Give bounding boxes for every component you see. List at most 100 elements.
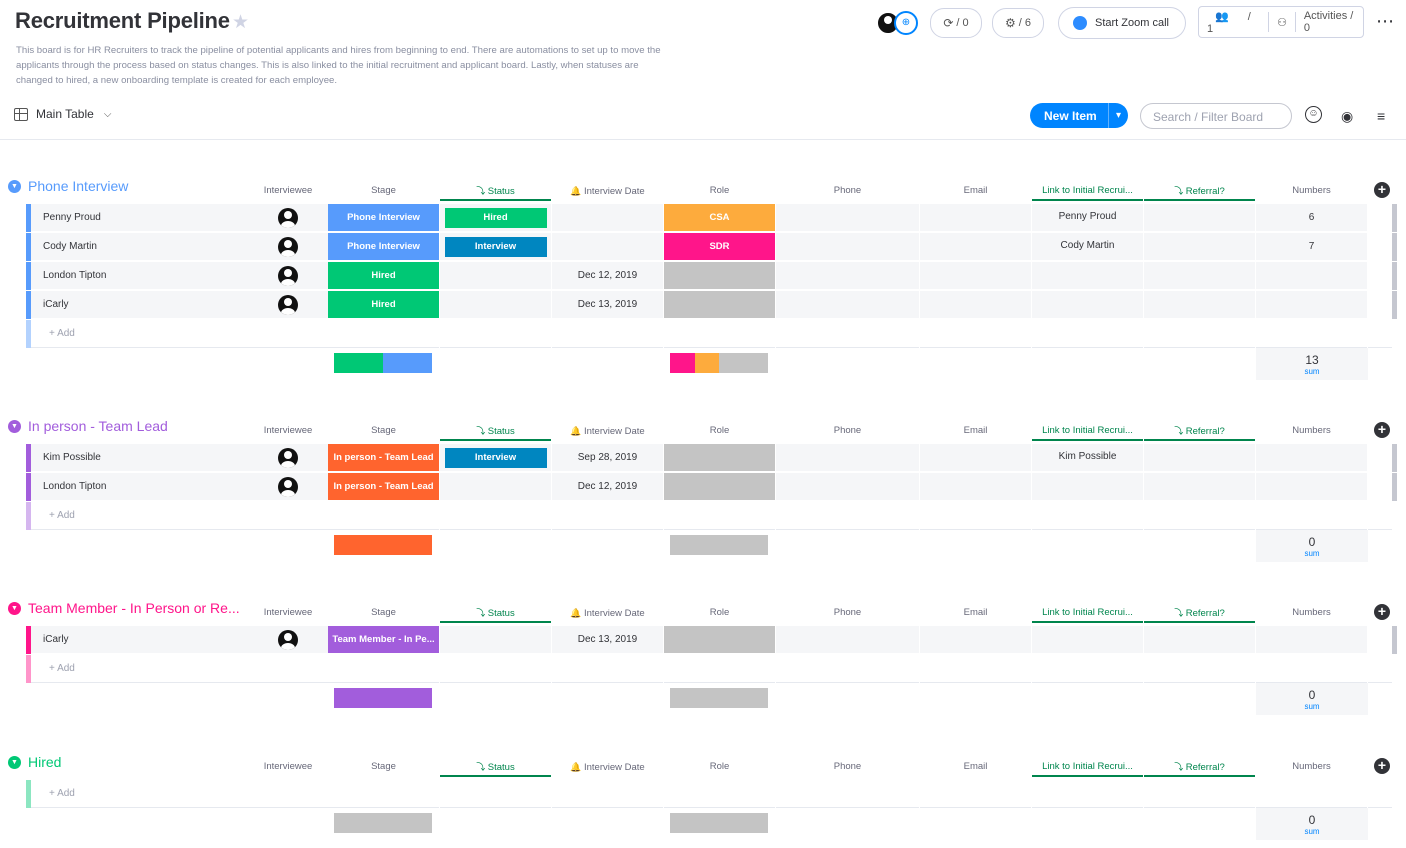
cell-phone[interactable] — [776, 473, 919, 501]
add-column-icon[interactable]: + — [1374, 758, 1390, 774]
role-label[interactable]: CSA — [664, 204, 775, 231]
cell-role[interactable]: SDR — [664, 233, 775, 261]
cell-email[interactable] — [920, 444, 1031, 472]
board-members-avatars[interactable]: ⊕ — [876, 10, 918, 36]
automations-button[interactable]: ⚙/ 6 — [992, 8, 1044, 38]
status-label[interactable]: Interview — [444, 236, 547, 257]
cell-role[interactable]: CSA — [664, 204, 775, 232]
add-item-label[interactable]: + Add — [49, 788, 75, 799]
add-item-label[interactable]: + Add — [49, 328, 75, 339]
column-header-referral[interactable]: ⤵ Referral? — [1144, 181, 1255, 201]
favorite-star-icon[interactable]: ★ — [232, 12, 250, 33]
table-row[interactable]: Penny Proud Phone Interview Hired CSA Penny … — [0, 204, 1406, 233]
chevron-down-icon[interactable]: ▼ — [8, 755, 21, 769]
column-header-email[interactable]: Email — [920, 757, 1031, 777]
numbers-sum[interactable]: 0 sum — [1256, 683, 1368, 715]
table-row[interactable]: iCarly Team Member - In Pe... Dec 13, 2019 — [0, 626, 1406, 655]
column-header-interview_date[interactable]: 🔔 Interview Date — [552, 421, 663, 441]
column-header-interview_date[interactable]: 🔔 Interview Date — [552, 181, 663, 201]
cell-numbers[interactable]: 6 — [1256, 204, 1367, 232]
cell-numbers[interactable]: 7 — [1256, 233, 1367, 261]
group-name[interactable]: Phone Interview — [28, 178, 129, 194]
cell-link[interactable] — [1032, 291, 1143, 319]
cell-role[interactable] — [664, 444, 775, 472]
status-label[interactable]: Interview — [444, 447, 547, 468]
cell-role[interactable] — [664, 473, 775, 501]
column-header-phone[interactable]: Phone — [776, 181, 919, 201]
cell-referral[interactable] — [1144, 444, 1255, 472]
cell-email[interactable] — [920, 473, 1031, 501]
chevron-down-icon[interactable]: ▾ — [1108, 103, 1128, 128]
cell-interview_date[interactable]: Dec 13, 2019 — [552, 291, 663, 319]
column-header-link[interactable]: Link to Initial Recrui... — [1032, 181, 1143, 201]
cell-status[interactable] — [440, 626, 551, 654]
group-title[interactable]: ▼ Team Member - In Person or Re... — [8, 600, 240, 616]
stage-summary-bar[interactable] — [334, 535, 432, 557]
cell-stage[interactable]: Hired — [328, 291, 439, 319]
cell-interview_date[interactable]: Sep 28, 2019 — [552, 444, 663, 472]
cell-referral[interactable] — [1144, 626, 1255, 654]
column-header-role[interactable]: Role — [664, 757, 775, 777]
cell-link[interactable]: Kim Possible — [1032, 444, 1143, 472]
add-item-label[interactable]: + Add — [49, 663, 75, 674]
column-header-phone[interactable]: Phone — [776, 757, 919, 777]
add-item-row[interactable]: + Add — [0, 502, 1406, 530]
stage-label[interactable]: In person - Team Lead — [328, 473, 439, 500]
view-selector[interactable]: Main Table ⌵ — [14, 107, 111, 121]
cell-link[interactable]: Cody Martin — [1032, 233, 1143, 261]
numbers-sum[interactable]: 0 sum — [1256, 808, 1368, 840]
cell-status[interactable] — [440, 262, 551, 290]
role-summary-bar[interactable] — [670, 688, 768, 710]
column-header-interviewee[interactable]: Interviewee — [248, 757, 328, 777]
cell-phone[interactable] — [776, 291, 919, 319]
cell-interviewee[interactable] — [248, 291, 328, 319]
cell-stage[interactable]: In person - Team Lead — [328, 444, 439, 472]
new-item-button[interactable]: New Item ▾ — [1030, 103, 1128, 128]
cell-status[interactable] — [440, 473, 551, 501]
new-item-label[interactable]: New Item — [1044, 108, 1097, 123]
cell-stage[interactable]: Phone Interview — [328, 204, 439, 232]
cell-phone[interactable] — [776, 262, 919, 290]
cell-interviewee[interactable] — [248, 262, 328, 290]
column-header-stage[interactable]: Stage — [328, 603, 439, 623]
cell-referral[interactable] — [1144, 204, 1255, 232]
role-summary-bar[interactable] — [670, 353, 768, 375]
add-item-row[interactable]: + Add — [0, 780, 1406, 808]
cell-interviewee[interactable] — [248, 626, 328, 654]
cell-phone[interactable] — [776, 204, 919, 232]
stage-label[interactable]: Hired — [328, 291, 439, 318]
numbers-sum[interactable]: 13 sum — [1256, 348, 1368, 380]
stage-summary-bar[interactable] — [334, 353, 432, 375]
cell-link[interactable] — [1032, 262, 1143, 290]
column-header-stage[interactable]: Stage — [328, 421, 439, 441]
column-header-status[interactable]: ⤵ Status — [440, 757, 551, 777]
chevron-down-icon[interactable]: ▼ — [8, 601, 21, 615]
add-item-row[interactable]: + Add — [0, 320, 1406, 348]
cell-interview_date[interactable]: Dec 13, 2019 — [552, 626, 663, 654]
cell-stage[interactable]: In person - Team Lead — [328, 473, 439, 501]
role-label[interactable] — [664, 473, 775, 500]
search-input[interactable]: Search / Filter Board — [1140, 103, 1292, 129]
cell-email[interactable] — [920, 233, 1031, 261]
column-header-link[interactable]: Link to Initial Recrui... — [1032, 757, 1143, 777]
board-description[interactable]: This board is for HR Recruiters to track… — [16, 45, 661, 86]
column-header-role[interactable]: Role — [664, 181, 775, 201]
column-header-referral[interactable]: ⤵ Referral? — [1144, 603, 1255, 623]
column-header-numbers[interactable]: Numbers — [1256, 181, 1367, 201]
cell-email[interactable] — [920, 262, 1031, 290]
cell-interview_date[interactable]: Dec 12, 2019 — [552, 262, 663, 290]
numbers-sum[interactable]: 0 sum — [1256, 530, 1368, 562]
column-header-email[interactable]: Email — [920, 603, 1031, 623]
add-column-icon[interactable]: + — [1374, 604, 1390, 620]
filter-icon[interactable]: ≡ — [1377, 108, 1386, 124]
column-header-interviewee[interactable]: Interviewee — [248, 181, 328, 201]
status-label[interactable]: Hired — [444, 207, 547, 228]
linked-item[interactable]: Penny Proud — [1058, 211, 1117, 222]
cell-link[interactable] — [1032, 473, 1143, 501]
cell-interview_date[interactable] — [552, 204, 663, 232]
group-title[interactable]: ▼ Hired — [8, 754, 61, 770]
cell-interviewee[interactable] — [248, 444, 328, 472]
cell-link[interactable] — [1032, 626, 1143, 654]
column-header-numbers[interactable]: Numbers — [1256, 421, 1367, 441]
more-options-icon[interactable]: ⋯ — [1376, 11, 1394, 31]
